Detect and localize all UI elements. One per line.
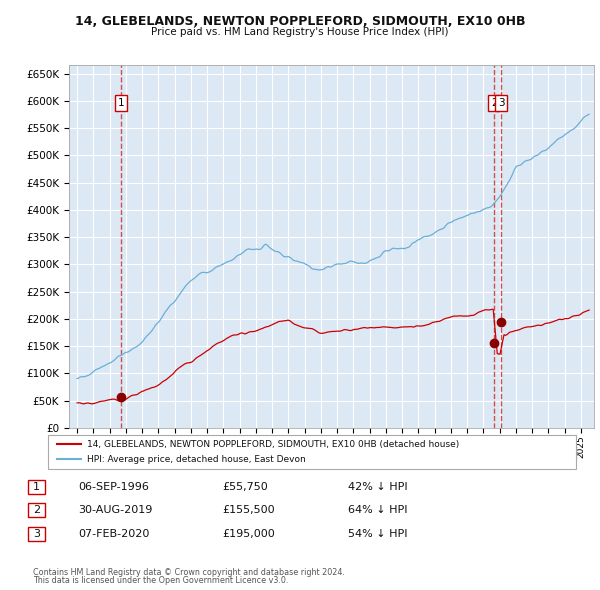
Text: £55,750: £55,750 [222, 482, 268, 491]
Text: This data is licensed under the Open Government Licence v3.0.: This data is licensed under the Open Gov… [33, 576, 289, 585]
Text: 30-AUG-2019: 30-AUG-2019 [78, 506, 152, 515]
Text: £195,000: £195,000 [222, 529, 275, 539]
Text: £155,500: £155,500 [222, 506, 275, 515]
Text: 64% ↓ HPI: 64% ↓ HPI [348, 506, 407, 515]
Text: 1: 1 [118, 98, 124, 108]
Text: Contains HM Land Registry data © Crown copyright and database right 2024.: Contains HM Land Registry data © Crown c… [33, 568, 345, 577]
Text: 3: 3 [33, 529, 40, 539]
Text: 3: 3 [498, 98, 505, 108]
Text: 2: 2 [491, 98, 497, 108]
Text: 14, GLEBELANDS, NEWTON POPPLEFORD, SIDMOUTH, EX10 0HB: 14, GLEBELANDS, NEWTON POPPLEFORD, SIDMO… [75, 15, 525, 28]
Text: 1: 1 [33, 482, 40, 491]
Text: Price paid vs. HM Land Registry's House Price Index (HPI): Price paid vs. HM Land Registry's House … [151, 27, 449, 37]
Text: 06-SEP-1996: 06-SEP-1996 [78, 482, 149, 491]
Text: HPI: Average price, detached house, East Devon: HPI: Average price, detached house, East… [87, 455, 306, 464]
Text: 42% ↓ HPI: 42% ↓ HPI [348, 482, 407, 491]
Text: 54% ↓ HPI: 54% ↓ HPI [348, 529, 407, 539]
Text: 2: 2 [33, 506, 40, 515]
Text: 14, GLEBELANDS, NEWTON POPPLEFORD, SIDMOUTH, EX10 0HB (detached house): 14, GLEBELANDS, NEWTON POPPLEFORD, SIDMO… [87, 440, 459, 449]
Text: 07-FEB-2020: 07-FEB-2020 [78, 529, 149, 539]
